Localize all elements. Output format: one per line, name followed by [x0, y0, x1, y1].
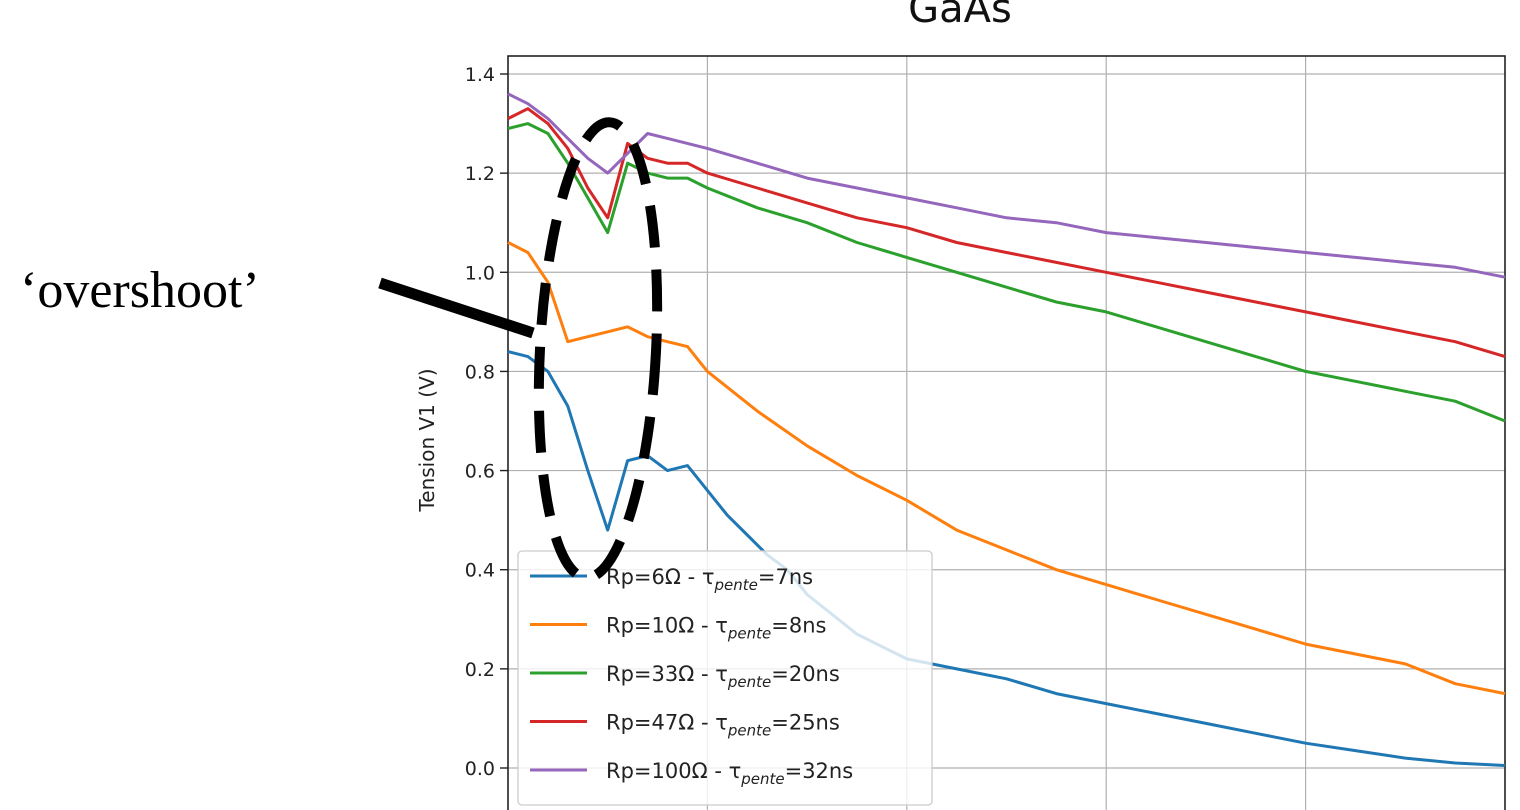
plot-frame	[507, 55, 1506, 810]
y-tick-label: 0.2	[465, 659, 495, 681]
y-tick-label: 0.4	[465, 560, 495, 582]
overshoot-annotation: ‘overshoot’	[20, 262, 260, 319]
y-tick-label: 0.6	[465, 461, 495, 483]
legend-entry-5: Rp=100Ω - τpente=32ns	[606, 759, 853, 788]
y-axis: 0.0 0.2 0.4 0.6 0.8 1.0 1.2 1.4	[465, 64, 508, 780]
legend-entry-2: Rp=10Ω - τpente=8ns	[606, 614, 826, 643]
y-tick-label: 1.4	[465, 64, 495, 86]
chart-title: GaAs	[908, 0, 1012, 32]
series-line-2	[507, 241, 1506, 696]
series-line-4	[507, 107, 1506, 359]
legend-entry-1: Rp=6Ω - τpente=7ns	[606, 565, 813, 594]
legend: Rp=6Ω - τpente=7ns Rp=10Ω - τpente=8ns Rp=…	[517, 550, 933, 806]
annotation-arrow	[378, 277, 535, 339]
legend-box	[517, 550, 933, 806]
y-tick-label: 1.0	[465, 262, 495, 284]
y-tick-label: 0.8	[465, 361, 495, 383]
y-axis-label: Tension V1 (V)	[415, 368, 439, 512]
y-tick-label: 0.0	[465, 758, 495, 780]
overshoot-ellipse	[533, 117, 663, 583]
legend-entry-4: Rp=47Ω - τpente=25ns	[606, 711, 840, 740]
legend-entry-3: Rp=33Ω - τpente=20ns	[606, 662, 840, 691]
y-tick-label: 1.2	[465, 163, 495, 185]
series-line-5	[507, 92, 1506, 279]
series-line-3	[507, 122, 1506, 423]
